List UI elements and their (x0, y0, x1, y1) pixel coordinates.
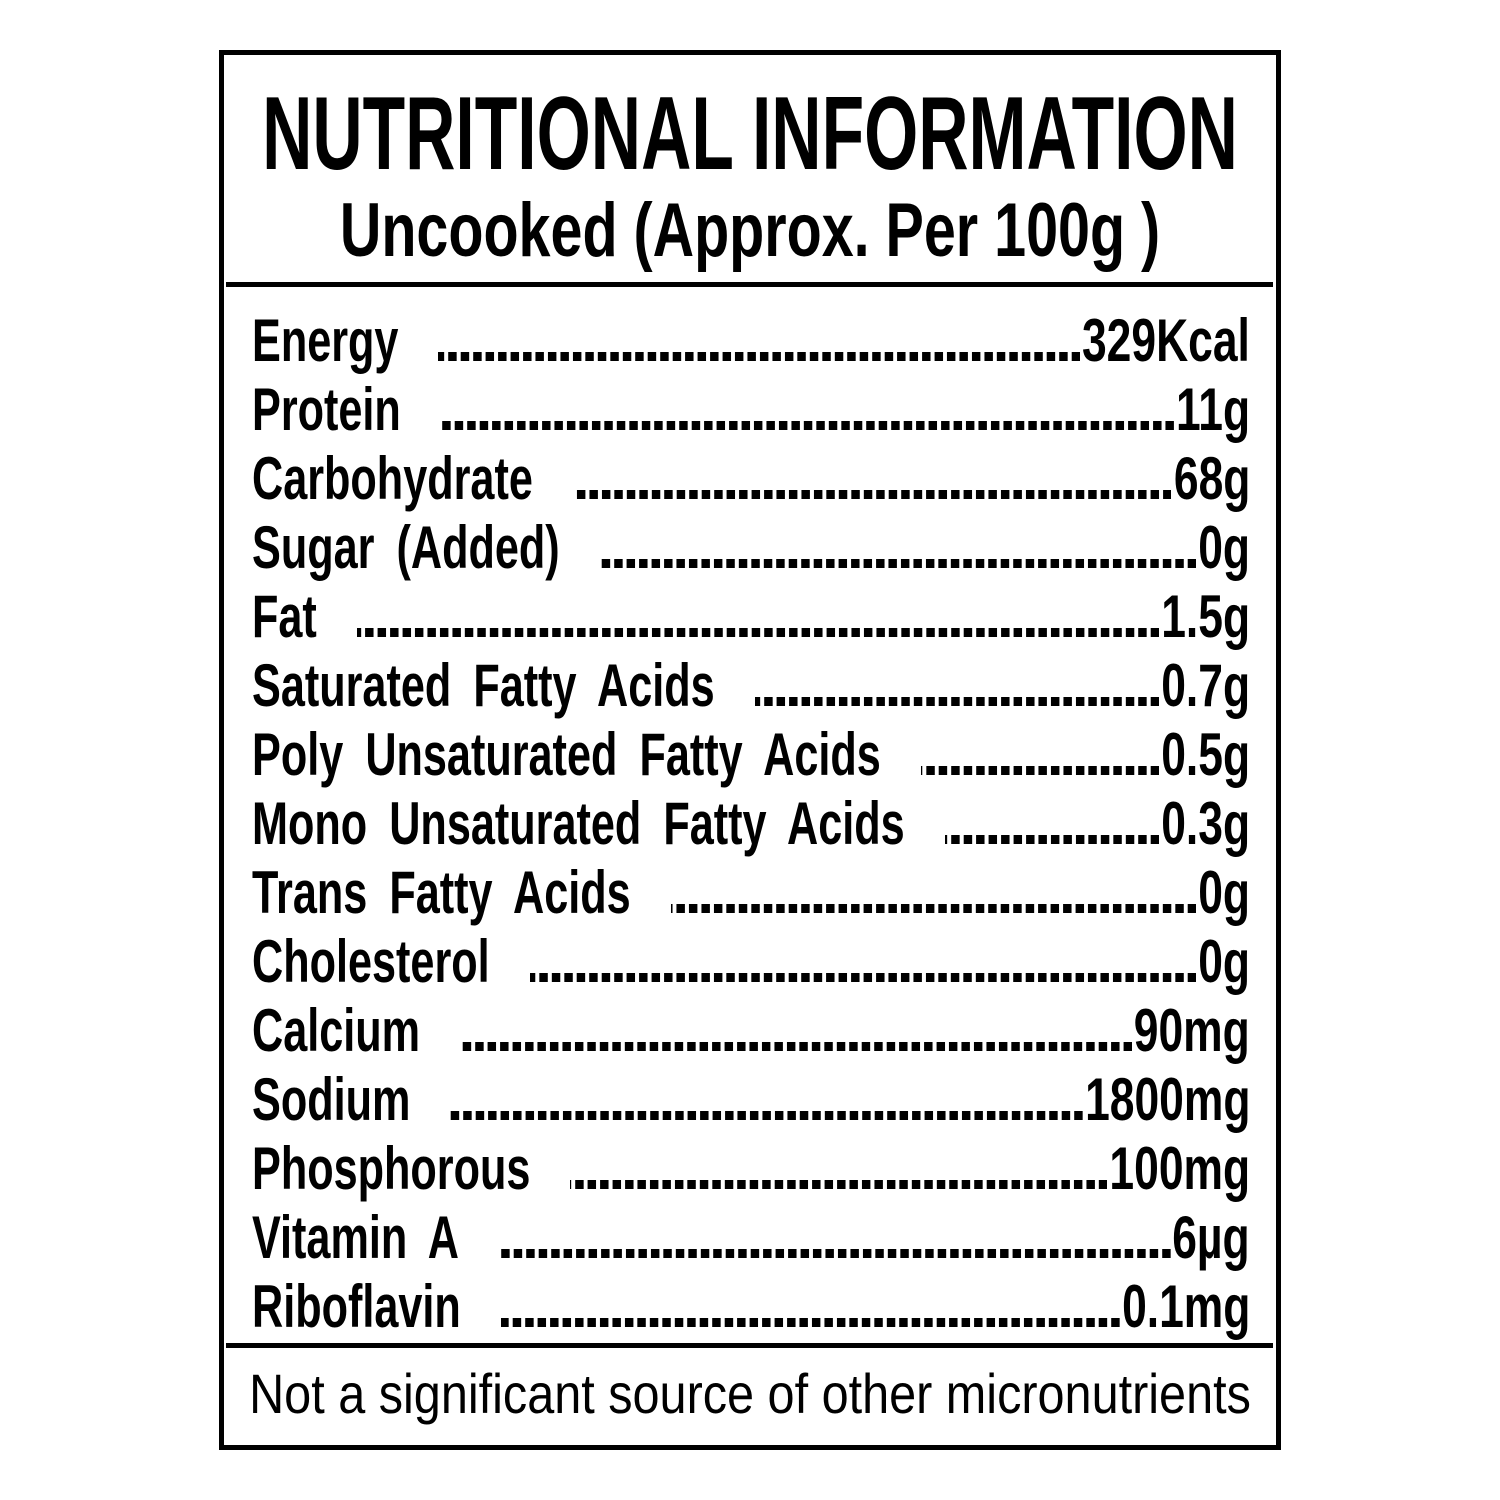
dot-leader: ........................................… (599, 518, 1197, 578)
nutrient-value: 0g (1198, 859, 1250, 926)
nutrient-label: Fat (252, 583, 317, 650)
dot-leader: ........................................… (438, 311, 1081, 371)
page-title: NUTRITIONAL INFORMATION (262, 76, 1238, 192)
label-border (219, 50, 1281, 1450)
nutrient-label: Phosphorous (252, 1135, 531, 1202)
nutrient-row: Saturated Fatty Acids...................… (0, 656, 1500, 725)
nutrient-row: Vitamin A...............................… (0, 1208, 1500, 1277)
nutrient-row: Riboflavin..............................… (0, 1277, 1500, 1346)
dot-leader: ........................................… (440, 380, 1174, 440)
nutrient-value: 1800mg (1084, 1066, 1250, 1133)
nutrient-label: Sugar (Added) (252, 514, 560, 581)
nutrient-label: Energy (252, 307, 399, 374)
dot-leader: ........................................… (357, 587, 1160, 647)
nutrient-row: Energy..................................… (0, 311, 1500, 380)
nutrient-row: Protein.................................… (0, 380, 1500, 449)
dot-leader: ........................................… (572, 449, 1172, 509)
nutrient-label: Carbohydrate (252, 445, 533, 512)
nutrient-label: Mono Unsaturated Fatty Acids (252, 790, 905, 857)
nutrient-value: 0g (1198, 514, 1250, 581)
divider-top (226, 282, 1273, 287)
dot-leader: ........................................… (570, 1139, 1108, 1199)
nutrient-value: 0.1mg (1121, 1273, 1250, 1340)
dot-leader: ........................................… (671, 863, 1197, 923)
nutrient-value: 329Kcal (1082, 307, 1250, 374)
nutrient-value: 11g (1175, 376, 1250, 443)
nutrient-label: Cholesterol (252, 928, 490, 995)
dot-leader: ........................................… (921, 725, 1160, 785)
nutrient-value: 1.5g (1161, 583, 1250, 650)
nutrient-value: 0.5g (1161, 721, 1250, 788)
nutrient-value: 6µg (1172, 1204, 1250, 1271)
nutrient-value: 0g (1198, 928, 1250, 995)
nutrient-label: Protein (252, 376, 401, 443)
nutrient-value: 90mg (1134, 997, 1250, 1064)
footer-note: Not a significant source of other micron… (249, 1362, 1251, 1425)
nutrient-row: Carbohydrate............................… (0, 449, 1500, 518)
nutrient-row: Poly Unsaturated Fatty Acids............… (0, 725, 1500, 794)
divider-bottom (226, 1343, 1273, 1348)
dot-leader: ........................................… (460, 1001, 1132, 1061)
nutrient-label: Saturated Fatty Acids (252, 652, 715, 719)
nutrient-value: 0.3g (1161, 790, 1250, 857)
nutrient-label: Calcium (252, 997, 421, 1064)
nutrient-row: Fat.....................................… (0, 587, 1500, 656)
dot-leader: ........................................… (500, 1277, 1120, 1337)
dot-leader: ........................................… (499, 1208, 1171, 1268)
nutrient-label: Sodium (252, 1066, 411, 1133)
nutrient-row: Mono Unsaturated Fatty Acids............… (0, 794, 1500, 863)
nutrient-row: Sodium..................................… (0, 1070, 1500, 1139)
nutrient-row: Sugar (Added)...........................… (0, 518, 1500, 587)
dot-leader: ........................................… (755, 656, 1160, 716)
dot-leader: ........................................… (450, 1070, 1083, 1130)
dot-leader: ........................................… (530, 932, 1197, 992)
nutrient-value: 100mg (1109, 1135, 1250, 1202)
nutrient-row: Calcium.................................… (0, 1001, 1500, 1070)
nutrient-row: Cholesterol.............................… (0, 932, 1500, 1001)
nutrient-label: Trans Fatty Acids (252, 859, 631, 926)
nutrient-label: Riboflavin (252, 1273, 461, 1340)
nutrient-label: Vitamin A (252, 1204, 459, 1271)
nutrient-value: 68g (1173, 445, 1250, 512)
nutrient-row: Trans Fatty Acids.......................… (0, 863, 1500, 932)
dot-leader: ........................................… (945, 794, 1160, 854)
nutrient-value: 0.7g (1161, 652, 1250, 719)
nutrient-label: Poly Unsaturated Fatty Acids (252, 721, 881, 788)
page-subtitle: Uncooked (Approx. Per 100g ) (339, 188, 1161, 273)
nutrient-row: Phosphorous.............................… (0, 1139, 1500, 1208)
